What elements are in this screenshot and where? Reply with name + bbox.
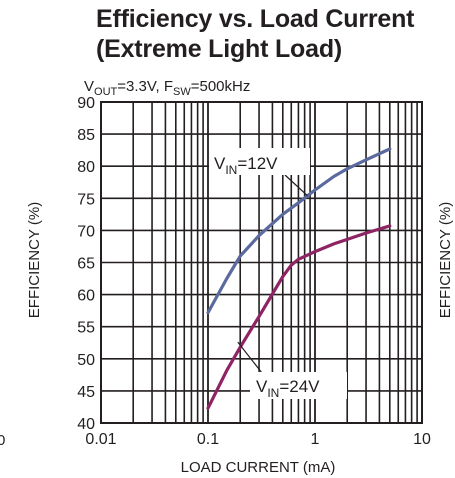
series-label-part: =12V: [237, 154, 278, 173]
y-tick-label: 60: [77, 288, 95, 305]
y-tick-label: 90: [77, 95, 95, 112]
y-tick-label: 85: [77, 127, 95, 144]
y-tick-label: 65: [77, 256, 95, 273]
left-edge-fragment: 0: [0, 432, 5, 449]
plot-frame: [100, 101, 423, 424]
frame-layer: [100, 101, 423, 424]
right-y-axis-title: EFFICIENCY (%): [437, 202, 454, 318]
x-tick-label: 0.1: [197, 431, 219, 448]
series-layer: [206, 147, 392, 410]
x-tick-label: 1: [311, 431, 320, 448]
y-tick-label: 40: [77, 416, 95, 433]
chart-subtitle: (Extreme Light Load): [96, 35, 343, 63]
series-line-vin-24v: [206, 224, 392, 410]
series-label-part: =24V: [279, 377, 320, 396]
series-label-part: V: [256, 377, 268, 396]
y-tick-label: 55: [77, 320, 95, 337]
x-axis-title: LOAD CURRENT (mA): [181, 459, 336, 476]
y-axis-title: EFFICIENCY (%): [26, 202, 43, 318]
series-line-vin-12v: [206, 147, 392, 315]
y-tick-label: 50: [77, 352, 95, 369]
series-leader-line: [237, 341, 263, 374]
conditions-text: VOUT=3.3V, FSW=500kHz: [84, 78, 250, 98]
chart-title: Efficiency vs. Load Current: [96, 5, 415, 33]
series-label-backdrop: [209, 148, 310, 175]
x-tick-label: 10: [413, 431, 431, 448]
series-label-backdrop: [250, 372, 347, 399]
series-label-part: IN: [267, 386, 279, 400]
series-label: VIN=24V: [256, 377, 320, 400]
y-tick-label: 75: [77, 191, 95, 208]
series-label-part: V: [214, 154, 226, 173]
y-tick-label: 70: [77, 223, 95, 240]
series-leader-line: [284, 174, 308, 197]
y-tick-label: 45: [77, 384, 95, 401]
series-label-part: IN: [225, 163, 237, 177]
x-tick-label: 0.01: [85, 431, 116, 448]
y-tick-label: 80: [77, 159, 95, 176]
series-label: VIN=12V: [214, 154, 278, 177]
